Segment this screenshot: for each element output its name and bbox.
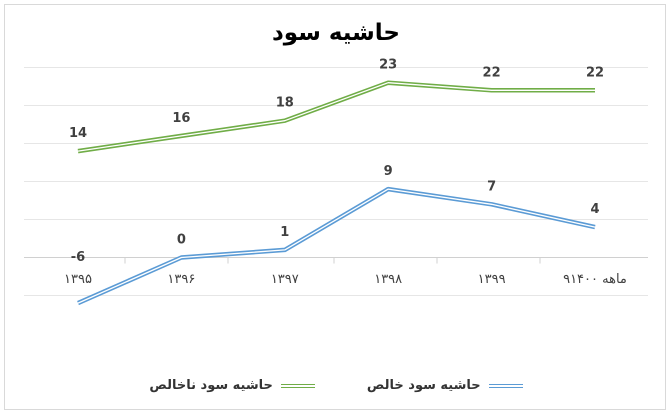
series-lines [77, 80, 596, 306]
data-label: 4 [590, 202, 599, 217]
data-label: 22 [483, 65, 501, 80]
data-label: 9 [384, 164, 393, 179]
legend-swatch-gross [280, 383, 315, 388]
data-label: 7 [487, 179, 496, 194]
legend-item-net: حاشیه سود خالص [367, 378, 523, 393]
series-line-outer-0 [77, 80, 595, 154]
x-tick-label: ۱۳۹۹ [478, 272, 506, 287]
data-label: 1 [280, 225, 289, 240]
x-tick-label: ۱۳۹۸ [374, 272, 402, 287]
data-label: 22 [586, 65, 604, 80]
data-labels: 14 16 18 23 22 22 -6 0 1 9 7 4 [69, 58, 604, 265]
legend-label-net: حاشیه سود خالص [366, 378, 481, 393]
x-tick-label: ۱۳۹۵ [64, 272, 92, 287]
data-label: 18 [276, 96, 294, 111]
legend-item-gross: حاشیه سود ناخالص [149, 378, 315, 393]
series-line-inner-1 [77, 188, 596, 304]
legend-label-gross: حاشیه سود ناخالص [149, 378, 273, 393]
chart-frame [4, 4, 666, 410]
series-line-outer-1 [77, 186, 596, 306]
legend-swatch-net [488, 383, 523, 388]
data-label: 14 [69, 126, 87, 141]
data-label: 23 [379, 58, 397, 73]
chart-title: حاشیه سود [271, 20, 401, 46]
data-label: 16 [172, 111, 190, 126]
series-line-inner-0 [77, 82, 595, 152]
x-tick-label: ۱۳۹۷ [271, 272, 299, 287]
legend: حاشیه سود خالص حاشیه سود ناخالص [0, 378, 672, 393]
data-label: 0 [177, 233, 186, 248]
x-tick-label: ۱۳۹۶ [167, 272, 195, 287]
category-axis: ۱۳۹۵ ۱۳۹۶ ۱۳۹۷ ۱۳۹۸ ۱۳۹۹ ۹ماهه ۱۴۰۰ [24, 257, 648, 287]
x-tick-label: ۹ماهه ۱۴۰۰ [563, 272, 627, 287]
data-label: -6 [71, 250, 85, 265]
